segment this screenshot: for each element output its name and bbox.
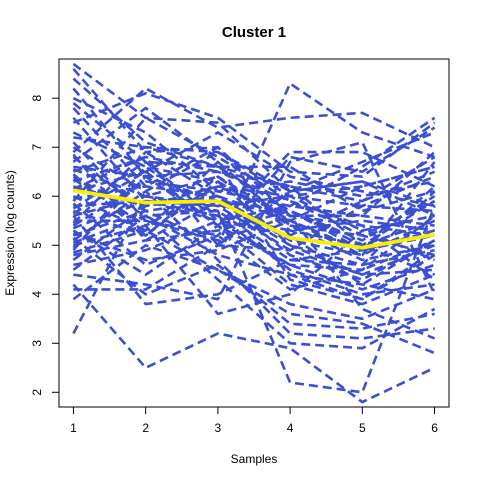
series-line-46 [72,145,436,340]
series-line-24 [72,165,435,237]
series-line-37 [73,141,436,301]
series-line-28 [72,224,436,306]
x-tick-label: 5 [359,421,366,435]
series-line-48 [72,150,436,227]
series-line-32 [72,165,435,296]
series-line-51 [73,136,435,198]
y-tick-label: 4 [30,291,44,298]
series-line-4 [72,87,436,272]
series-line-23 [72,160,436,291]
series-line-31 [73,185,435,247]
x-axis: 1 2 3 4 5 6 [70,406,438,435]
series-line-10 [72,141,436,291]
x-tick-label: 6 [431,421,438,435]
y-tick-label: 2 [30,389,44,396]
x-tick-label: 4 [287,421,294,435]
plot-area [72,62,436,404]
series-line-15 [72,175,436,301]
series-lines [72,62,436,404]
cluster-mean-line [73,188,435,250]
series-line-19 [72,195,436,321]
y-axis-label: Expression (log counts) [3,170,17,295]
x-axis-label: Samples [231,452,278,466]
series-line-41 [72,283,436,404]
series-line-57 [72,190,436,267]
series-line-34 [72,194,436,281]
series-line-44 [72,106,435,262]
series-line-43 [72,87,436,154]
y-tick-label: 3 [30,340,44,347]
series-line-58 [72,170,436,281]
y-tick-label: 6 [30,193,44,200]
y-axis: 2 3 4 5 6 7 8 [30,95,60,396]
series-line-49 [72,236,435,330]
series-line-8 [72,92,436,178]
series-line-21 [72,116,436,237]
series-line-53 [72,116,436,230]
x-tick-label: 1 [70,421,77,435]
series-line-38 [73,82,436,291]
y-tick-label: 5 [30,242,44,249]
series-line-60 [72,161,436,262]
series-line-59 [72,153,435,301]
series-line-11 [72,131,436,193]
y-tick-label: 7 [30,144,44,151]
chart-title: Cluster 1 [222,24,286,41]
x-tick-label: 3 [215,421,222,435]
series-line-1 [72,62,436,208]
y-tick-label: 8 [30,95,44,102]
x-tick-label: 2 [142,421,149,435]
series-line-6 [72,107,436,286]
series-line-55 [72,102,435,252]
